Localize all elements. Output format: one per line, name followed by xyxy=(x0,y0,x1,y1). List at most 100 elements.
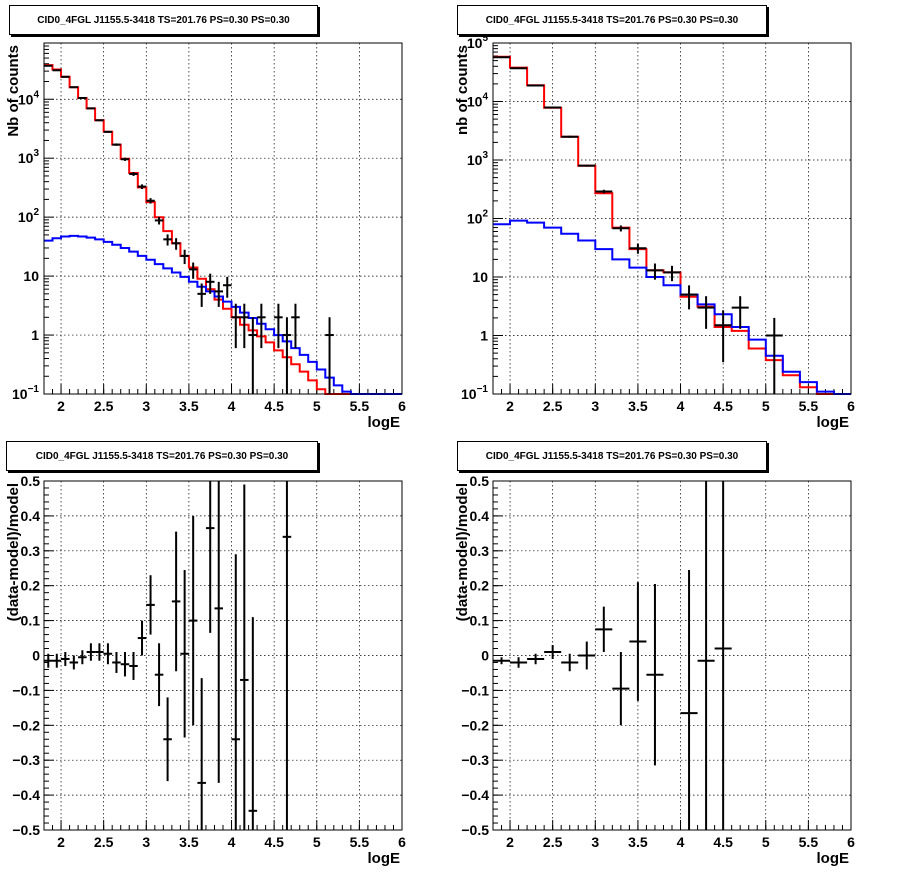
data-point xyxy=(646,263,664,280)
x-tick-label: 2.5 xyxy=(543,834,563,850)
data-point xyxy=(78,97,87,100)
y-tick-label: 105 xyxy=(467,33,489,51)
data-point xyxy=(103,130,113,133)
x-tick-label: 5 xyxy=(762,398,770,414)
data-point xyxy=(86,107,96,110)
x-tick-label: 2 xyxy=(506,834,514,850)
data-point xyxy=(231,554,241,830)
y-tick-label: 102 xyxy=(467,209,489,227)
data-point xyxy=(61,652,70,666)
y-tick-label: −0.2 xyxy=(461,717,489,733)
data-point xyxy=(595,189,613,194)
x-tick-label: 5.5 xyxy=(350,834,370,850)
chart-counts-left: 2 2.5 3 3.5 4 4.5 5 5.5 6 10−1 1 10 102 103 104 logE Nb … xyxy=(5,42,406,431)
x-tick-label: 2.5 xyxy=(94,398,114,414)
data-point xyxy=(146,198,155,204)
pad-top-right: 2 2.5 3 3.5 4 4.5 5 5.5 6 10−1 1 10 102 103 104 105 logE… xyxy=(449,0,898,438)
plot-frame xyxy=(492,480,852,831)
data-point xyxy=(205,481,215,633)
x-tick-label: 5 xyxy=(762,834,770,850)
data-point xyxy=(282,317,292,394)
plot-frame xyxy=(43,42,403,395)
x-tick-label: 3.5 xyxy=(179,398,199,414)
data-point xyxy=(129,172,138,176)
histogram-blue xyxy=(493,219,851,395)
x-tick-label: 3 xyxy=(142,834,150,850)
y-tick-label: 1 xyxy=(31,327,39,343)
y-tick-label: −0.1 xyxy=(461,682,489,698)
y-tick-label: 0.4 xyxy=(21,508,41,524)
pad-bottom-right: 2 2.5 3 3.5 4 4.5 5 5.5 6 −0.5 −0.4 −0.3 −0.2 −0.1 0 0.… xyxy=(449,438,898,875)
y-tick-label: 0.2 xyxy=(21,578,41,594)
y-tick-label: 0.1 xyxy=(470,613,490,629)
x-tick-label: 3.5 xyxy=(628,834,648,850)
chart-title: CID0_4FGL J1155.5-3418 TS=201.76 PS=0.30… xyxy=(6,441,318,471)
data-point xyxy=(578,164,596,167)
y-tick-label: −0.4 xyxy=(461,787,489,803)
x-tick-label: 4 xyxy=(677,398,685,414)
y-tick-label: 102 xyxy=(18,207,40,225)
data-point xyxy=(544,645,562,659)
y-tick-label: 0.5 xyxy=(21,473,41,489)
data-point xyxy=(103,643,113,665)
data-point xyxy=(646,583,664,766)
y-tick-label: 104 xyxy=(467,92,489,110)
data-point xyxy=(120,157,130,161)
y-tick-label: 10−1 xyxy=(12,384,39,402)
data-point xyxy=(163,697,172,782)
data-point xyxy=(214,481,223,783)
y-tick-label: 0.1 xyxy=(21,613,41,629)
chart-residual-right: 2 2.5 3 3.5 4 4.5 5 5.5 6 −0.5 −0.4 −0.3 −0.2 −0.1 0 0.… xyxy=(454,473,855,867)
y-tick-label: 1 xyxy=(480,328,488,344)
data-point xyxy=(325,317,334,394)
data-point xyxy=(163,234,172,246)
y-tick-label: −0.2 xyxy=(12,717,40,733)
pad-top-left: 2 2.5 3 3.5 4 4.5 5 5.5 6 10−1 1 10 102 103 104 logE Nb … xyxy=(0,0,449,438)
x-axis-label: logE xyxy=(817,850,850,867)
data-point xyxy=(214,281,223,307)
data-point xyxy=(78,650,87,665)
data-point xyxy=(248,317,258,394)
x-tick-label: 2 xyxy=(57,398,65,414)
pad-bottom-left: 2 2.5 3 3.5 4 4.5 5 5.5 6 −0.5 −0.4 −0.3 −0.2 −0.1 0 0.… xyxy=(0,438,449,875)
data-point xyxy=(188,515,198,726)
chart-title: CID0_4FGL J1155.5-3418 TS=201.76 PS=0.30… xyxy=(9,5,318,35)
data-point xyxy=(231,303,241,349)
plot-frame xyxy=(492,42,852,395)
data-point xyxy=(95,119,104,122)
histogram-black xyxy=(44,64,402,395)
data-point xyxy=(137,184,147,190)
x-tick-label: 5.5 xyxy=(799,398,819,414)
x-axis-label: logE xyxy=(817,414,850,431)
x-tick-label: 3.5 xyxy=(179,834,199,850)
x-tick-label: 2 xyxy=(57,834,65,850)
x-axis-label: logE xyxy=(368,850,401,867)
data-point xyxy=(629,582,647,701)
data-point xyxy=(612,652,630,726)
data-point xyxy=(612,225,630,232)
data-point xyxy=(248,617,258,830)
data-point xyxy=(257,303,266,349)
y-axis-label: Nb of counts xyxy=(5,45,22,137)
data-point xyxy=(44,653,53,668)
x-tick-label: 4.5 xyxy=(264,834,284,850)
data-point xyxy=(714,310,732,363)
data-point xyxy=(154,216,164,225)
data-point xyxy=(154,643,164,707)
histogram-red xyxy=(44,64,402,395)
x-tick-label: 5.5 xyxy=(350,398,370,414)
data-point xyxy=(561,653,579,672)
x-tick-label: 2 xyxy=(506,398,514,414)
y-tick-label: 10 xyxy=(23,268,39,284)
y-tick-label: 10−1 xyxy=(461,384,488,402)
x-tick-label: 6 xyxy=(398,834,406,850)
y-tick-label: 0 xyxy=(32,648,40,664)
data-point xyxy=(95,643,104,661)
data-point xyxy=(44,64,53,67)
y-axis-label: (data-model)/model xyxy=(454,483,471,621)
y-axis-label: nb of counts xyxy=(454,45,471,135)
x-tick-label: 3 xyxy=(591,398,599,414)
x-tick-label: 5.5 xyxy=(799,834,819,850)
data-point xyxy=(205,273,215,294)
y-tick-label: 103 xyxy=(18,148,40,166)
